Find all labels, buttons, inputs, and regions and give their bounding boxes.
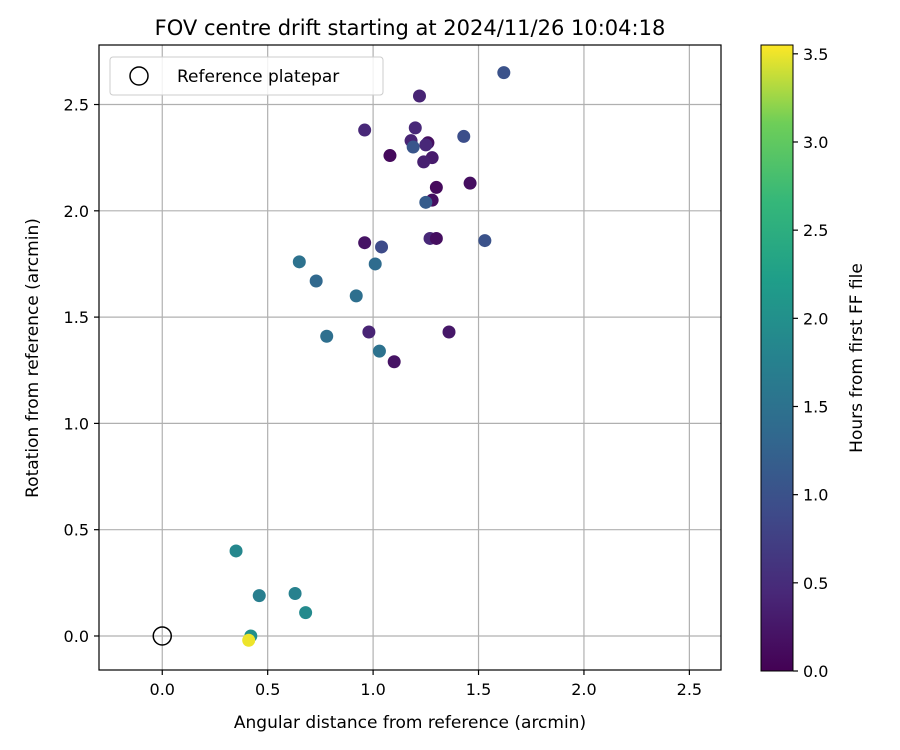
colorbar-tick-label: 3.0 [803, 133, 828, 152]
x-tick-label: 1.5 [466, 680, 491, 699]
x-axis-ticks: 0.0 0.5 1.0 1.5 2.0 2.5 [150, 670, 702, 699]
x-axis-label: Angular distance from reference (arcmin) [234, 713, 586, 733]
x-tick-label: 0.0 [150, 680, 175, 699]
colorbar-tick-label: 0.0 [803, 662, 828, 681]
y-tick-label: 0.5 [64, 521, 89, 540]
data-point [292, 255, 306, 269]
data-point [429, 180, 443, 194]
colorbar: 0.0 0.5 1.0 1.5 2.0 2.5 3.0 3.5 Hours from firs… [760, 44, 867, 681]
data-point [463, 176, 477, 190]
x-tick-label: 2.5 [677, 680, 702, 699]
data-point [383, 149, 397, 163]
data-point [387, 355, 401, 369]
data-point [288, 586, 302, 600]
data-point [478, 234, 492, 248]
chart-title: FOV centre drift starting at 2024/11/26 … [155, 16, 666, 40]
colorbar-tick-label: 3.5 [803, 45, 828, 64]
y-tick-label: 2.5 [64, 96, 89, 115]
colorbar-tick-label: 2.0 [803, 309, 828, 328]
data-point [429, 231, 443, 245]
data-point [412, 89, 426, 103]
data-point [309, 274, 323, 288]
y-tick-label: 1.5 [64, 308, 89, 327]
y-tick-label: 2.0 [64, 202, 89, 221]
data-point [229, 544, 243, 558]
x-tick-label: 0.5 [255, 680, 280, 699]
data-point [368, 257, 382, 271]
data-point [375, 240, 389, 254]
data-point [299, 606, 313, 620]
data-point [242, 633, 256, 647]
y-axis-label: Rotation from reference (arcmin) [23, 218, 43, 498]
data-point [417, 155, 431, 169]
data-point [362, 325, 376, 339]
colorbar-tick-label: 1.0 [803, 486, 828, 505]
data-point [442, 325, 456, 339]
x-tick-label: 2.0 [571, 680, 596, 699]
colorbar-tick-label: 0.5 [803, 574, 828, 593]
data-point [349, 289, 363, 303]
plot-frame [98, 44, 722, 671]
data-point [419, 195, 433, 209]
legend-box [109, 56, 384, 96]
data-point [320, 329, 334, 343]
data-point [252, 589, 266, 603]
data-point [497, 66, 511, 80]
colorbar-tick-label: 1.5 [803, 397, 828, 416]
data-point [372, 344, 386, 358]
colorbar-gradient [760, 44, 794, 672]
data-points [229, 66, 511, 647]
legend: Reference platepar [109, 56, 384, 96]
legend-marker [129, 66, 149, 86]
colorbar-tick-label: 2.5 [803, 221, 828, 240]
data-point [358, 123, 372, 137]
legend-label: Reference platepar [177, 67, 339, 87]
data-point [358, 236, 372, 250]
x-tick-label: 1.0 [360, 680, 385, 699]
data-point [419, 138, 433, 152]
grid-lines [99, 45, 721, 670]
reference-platepar-marker [152, 626, 173, 646]
data-point [408, 121, 422, 135]
colorbar-ticks: 0.0 0.5 1.0 1.5 2.0 2.5 3.0 3.5 [793, 45, 828, 681]
y-axis-ticks: 0.0 0.5 1.0 1.5 2.0 2.5 [64, 96, 99, 646]
y-tick-label: 0.0 [64, 627, 89, 646]
colorbar-label: Hours from first FF file [847, 263, 867, 453]
y-tick-label: 1.0 [64, 414, 89, 433]
data-point [457, 129, 471, 143]
data-point [406, 140, 420, 154]
